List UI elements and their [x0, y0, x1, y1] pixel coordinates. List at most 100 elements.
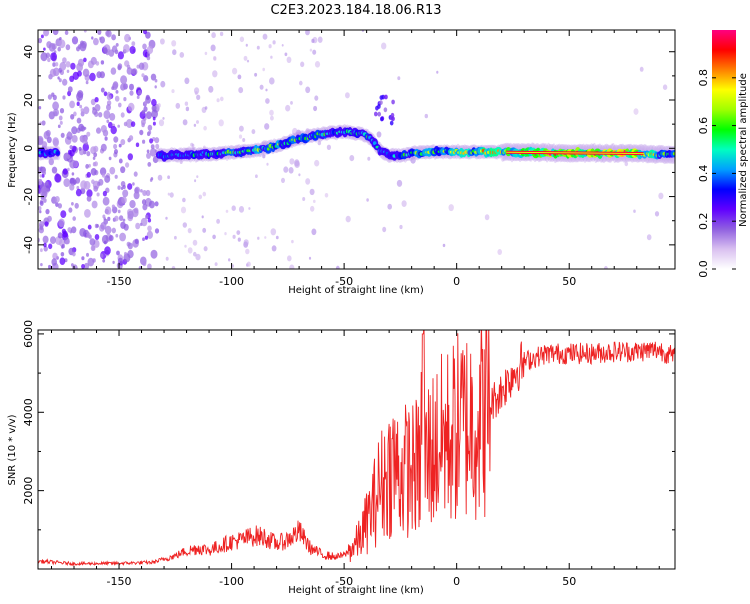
spectral-point [114, 215, 119, 222]
spectral-point [100, 60, 105, 65]
spectral-point [305, 86, 311, 94]
spectral-point [272, 40, 276, 45]
spectral-point [262, 154, 266, 159]
spectral-point [633, 209, 636, 213]
spectral-point [98, 112, 103, 118]
spectral-point [76, 101, 80, 106]
spectral-point [149, 148, 157, 157]
burst-point [381, 94, 385, 100]
spectral-point [71, 126, 78, 135]
spectral-point [65, 61, 71, 68]
spectral-point [92, 258, 96, 263]
spectral-point [102, 259, 106, 263]
spectral-point [143, 75, 149, 82]
spectral-point [254, 72, 258, 77]
spectral-point [314, 61, 321, 68]
spectral-point [129, 200, 136, 209]
spectral-point [165, 256, 169, 261]
spectral-point [100, 222, 107, 230]
spectral-point [410, 156, 416, 164]
spectral-point [142, 139, 146, 144]
spectrogram-x-axis: -150 -100 -50 0 50 [51, 30, 660, 288]
spectral-point [92, 108, 98, 115]
spectral-point [150, 73, 157, 81]
spectral-point [397, 76, 401, 81]
burst-point [383, 107, 388, 113]
spectral-point [225, 209, 229, 213]
spectral-point [281, 177, 285, 183]
spectral-point [107, 216, 111, 221]
spectral-point [224, 232, 227, 236]
spectral-point [203, 246, 208, 252]
spectral-point [109, 166, 116, 175]
spectral-point [71, 172, 75, 176]
spectral-point [194, 179, 197, 183]
spectral-point [294, 160, 300, 168]
x-tick-label: -150 [107, 575, 132, 588]
spectral-point [212, 234, 216, 240]
spectral-point [102, 190, 107, 197]
spectral-point [349, 155, 355, 162]
spectral-point [152, 121, 156, 126]
spectral-point [40, 263, 43, 267]
ridge-peak [672, 152, 675, 156]
spectral-point [311, 38, 315, 44]
spectral-point [51, 166, 58, 174]
spectral-point [285, 104, 291, 112]
snr-y-label: SNR (10 * v/v) [7, 414, 18, 485]
spectral-point [46, 188, 50, 193]
spectral-point [94, 234, 100, 240]
spectral-point [335, 265, 340, 269]
spectral-point [71, 263, 74, 267]
spectral-point [216, 98, 220, 103]
spectral-point [213, 56, 217, 61]
spectral-point [113, 143, 118, 150]
spectral-point [86, 151, 91, 157]
spectral-point [96, 71, 102, 79]
spectral-point [52, 62, 56, 67]
burst-point [379, 100, 383, 105]
spectral-point [242, 138, 246, 142]
spectral-point [122, 184, 126, 190]
spectral-point [118, 143, 122, 148]
spectral-point [89, 238, 96, 246]
spectral-point [259, 84, 264, 90]
spectral-point [126, 67, 133, 75]
spectral-point [90, 98, 96, 106]
spectral-point [154, 137, 160, 144]
spectral-point [147, 162, 152, 167]
spectral-point [86, 232, 91, 239]
spectral-point [91, 200, 98, 209]
spectral-point [40, 34, 44, 39]
spectral-point [101, 173, 106, 178]
spectral-point [120, 139, 126, 146]
spectral-point [238, 134, 243, 139]
spectral-point [155, 143, 160, 149]
spectral-point [662, 84, 668, 90]
spectrogram-x-label: Height of straight line (km) [288, 285, 424, 296]
spectral-point [47, 94, 53, 100]
spectral-point [111, 227, 117, 234]
spectral-point [220, 96, 224, 102]
spectral-point [119, 232, 126, 242]
spectral-point [93, 145, 99, 153]
spectral-point [109, 113, 116, 121]
spectral-point [345, 92, 350, 99]
spectral-point [115, 90, 119, 94]
spectral-point [82, 68, 90, 78]
spectral-point [47, 57, 51, 63]
spectral-point [59, 37, 62, 41]
spectral-point [76, 62, 83, 72]
spectral-point [127, 183, 133, 190]
spectral-point [142, 237, 145, 241]
spectral-point [143, 106, 148, 112]
spectral-point [654, 211, 660, 217]
y-tick-label: -20 [22, 188, 35, 206]
spectral-point [72, 251, 76, 257]
spectral-point [187, 228, 192, 234]
burst-point [391, 99, 395, 105]
spectral-point [91, 36, 94, 40]
spectral-point [117, 51, 124, 60]
spectral-point [67, 167, 70, 172]
